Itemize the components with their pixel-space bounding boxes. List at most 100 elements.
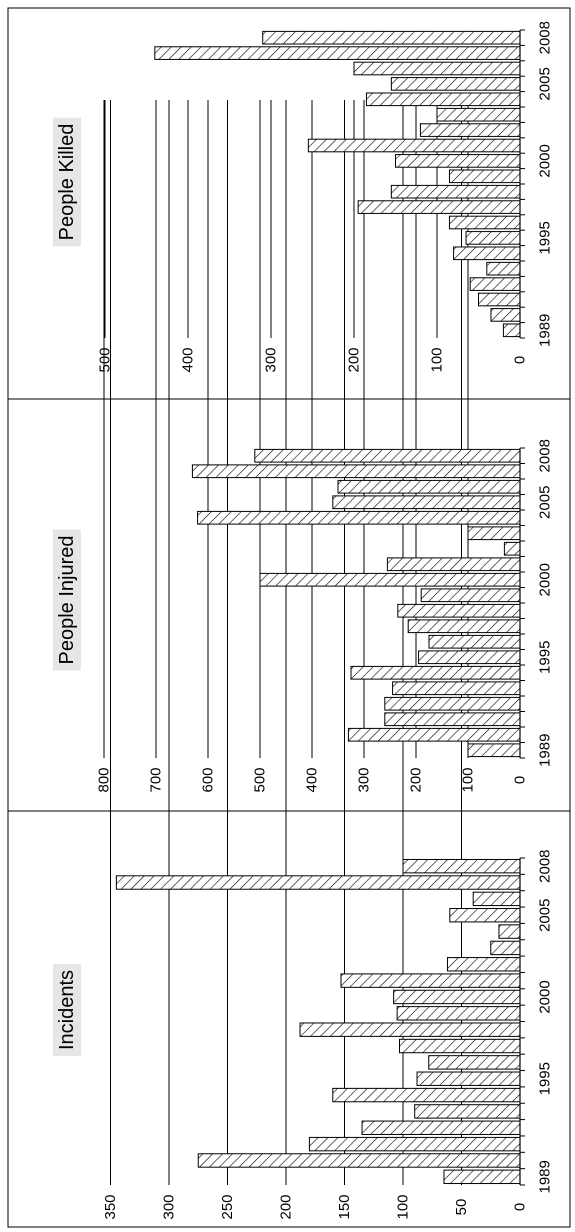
- bar-1995: [418, 650, 521, 665]
- value-tick-label: 400: [180, 347, 197, 372]
- bar-2006: [472, 891, 521, 907]
- bar-1990: [347, 727, 521, 742]
- value-tick-label: 200: [408, 767, 425, 792]
- bar-1997: [407, 619, 521, 634]
- bar-1994: [453, 246, 521, 261]
- panel-title-group: Incidents: [53, 963, 81, 1057]
- panel-title: Incidents: [56, 970, 78, 1050]
- figure-border: [7, 7, 571, 1228]
- bar-1998: [390, 184, 521, 199]
- bar-1992: [469, 277, 521, 291]
- value-tick-label: 50: [453, 1199, 470, 1216]
- panel-title: People Injured: [56, 536, 78, 665]
- value-tick-label: 100: [429, 347, 446, 372]
- value-tick-label: 250: [219, 1194, 236, 1219]
- year-label: 2008: [537, 21, 554, 54]
- value-tick-label: 400: [304, 767, 321, 792]
- bar-1999: [448, 169, 521, 184]
- bar-1996: [428, 634, 521, 649]
- value-tick-label: 300: [263, 347, 280, 372]
- value-tick-label: 700: [148, 767, 165, 792]
- bar-1994: [332, 1087, 521, 1103]
- value-tick-label: 300: [356, 767, 373, 792]
- value-tick-label: 0: [512, 356, 529, 364]
- bar-2000: [393, 989, 521, 1005]
- year-label: 2000: [537, 144, 554, 177]
- bar-1993: [414, 1104, 521, 1119]
- bar-2001: [386, 557, 521, 572]
- year-label: 2000: [537, 980, 554, 1013]
- bar-1992: [384, 696, 521, 711]
- value-tick-label: 100: [395, 1194, 412, 1219]
- bar-1998: [397, 603, 521, 618]
- panel-title-background: [53, 117, 81, 247]
- value-tick-label: 100: [460, 767, 477, 792]
- year-label: 2008: [537, 849, 554, 882]
- bar-1990: [490, 308, 521, 322]
- bar-1997: [357, 200, 521, 214]
- value-tick-label: 300: [161, 1194, 178, 1219]
- bar-2007: [191, 464, 521, 479]
- bar-1991: [478, 292, 521, 307]
- bar-2008: [402, 858, 521, 874]
- bar-2004: [197, 510, 521, 525]
- value-tick-label: 350: [102, 1194, 119, 1219]
- year-label: 2005: [537, 486, 554, 519]
- year-label: 1995: [537, 221, 554, 254]
- year-label: 1995: [537, 1062, 554, 1095]
- panel-title-background: [53, 963, 81, 1057]
- bar-2005: [332, 495, 521, 510]
- bar-2002: [503, 541, 521, 556]
- value-tick-label: 500: [252, 767, 269, 792]
- bar-1999: [396, 1006, 521, 1021]
- bar-1991: [308, 1136, 521, 1152]
- bar-1990: [197, 1153, 521, 1168]
- chart-panel-3: 1989 1995 2000 2005 2008 0 100 200 300 400 500 Peop…: [53, 21, 554, 373]
- bar-2003: [436, 107, 521, 122]
- bar-1991: [384, 712, 521, 727]
- year-label: 2008: [537, 439, 554, 472]
- bar-2007: [115, 875, 521, 890]
- bar-1995: [416, 1071, 521, 1086]
- bar-1996: [448, 215, 521, 230]
- value-tick-label: 150: [336, 1194, 353, 1219]
- bar-2002: [419, 123, 521, 137]
- bar-2008: [262, 30, 521, 45]
- bar-1989: [467, 743, 521, 758]
- panel-title-group: People Injured: [53, 529, 81, 671]
- bar-2006: [353, 61, 521, 76]
- bar-2004: [498, 924, 521, 939]
- bar-1998: [299, 1022, 521, 1037]
- year-label: 2005: [537, 67, 554, 100]
- bar-1993: [392, 681, 521, 696]
- bar-2001: [307, 138, 521, 153]
- bar-1989: [502, 323, 521, 338]
- bar-1992: [361, 1120, 521, 1135]
- bar-1995: [465, 231, 521, 245]
- bar-1989: [443, 1169, 521, 1185]
- year-label: 2000: [537, 563, 554, 596]
- value-tick-label: 500: [97, 347, 114, 372]
- value-tick-label: 600: [200, 767, 217, 792]
- bar-2000: [259, 572, 521, 587]
- bar-2003: [467, 526, 521, 541]
- bar-2000: [395, 154, 521, 168]
- panel-title-group: People Killed: [53, 117, 81, 247]
- value-tick-label: 0: [512, 776, 529, 784]
- bar-2005: [449, 908, 521, 923]
- panel-title-background: [53, 529, 81, 671]
- bar-2008: [254, 448, 521, 463]
- value-tick-label: 200: [278, 1194, 295, 1219]
- year-label: 1989: [537, 734, 554, 767]
- bar-2001: [340, 973, 521, 988]
- value-tick-label: 200: [346, 347, 363, 372]
- chart-panel-2: 1989199520002005200801002003004005006007…: [53, 100, 554, 793]
- value-tick-label: 0: [512, 1203, 529, 1211]
- bar-2002: [446, 957, 521, 972]
- year-label: 1995: [537, 641, 554, 674]
- bar-2006: [337, 479, 521, 494]
- bar-2004: [365, 92, 521, 107]
- bar-2003: [490, 940, 521, 956]
- bar-1994: [350, 665, 521, 680]
